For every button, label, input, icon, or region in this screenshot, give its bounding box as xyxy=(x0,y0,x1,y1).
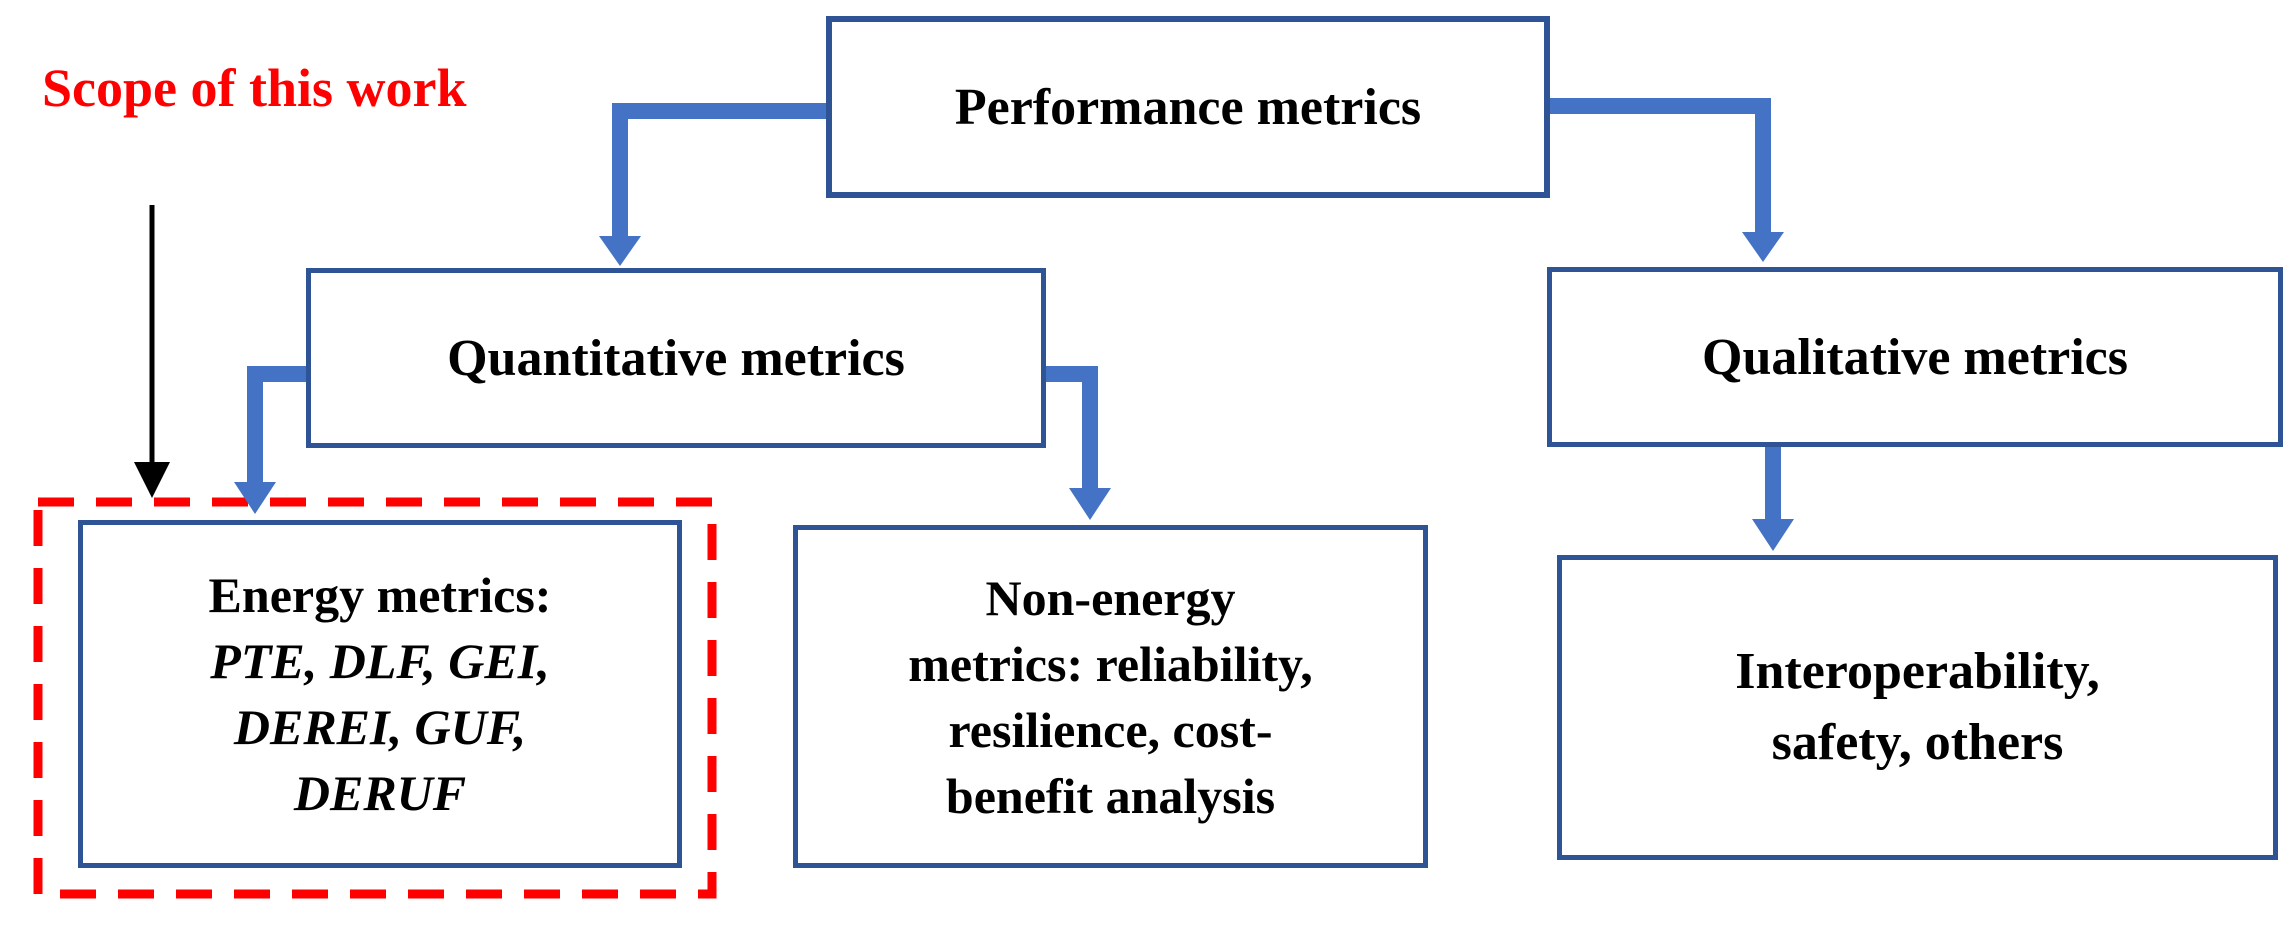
node-interoperability: Interoperability, safety, others xyxy=(1557,555,2278,860)
arrowhead-down-icon xyxy=(1742,232,1784,262)
connector-qualitative-interoperability xyxy=(1752,447,1794,551)
energy-metrics-line-1: PTE, DLF, GEI, xyxy=(210,633,550,689)
connector-performance-quantitative xyxy=(599,103,826,266)
connector-quantitative-energy xyxy=(234,366,306,514)
node-title: Performance metrics xyxy=(954,78,1422,136)
arrowhead-down-icon xyxy=(1069,488,1111,520)
energy-metrics-line-2: DEREI, GUF, xyxy=(233,699,527,755)
arrowhead-down-icon xyxy=(599,236,641,266)
non-energy-line-4: benefit analysis xyxy=(945,767,1276,824)
node-qualitative-metrics: Qualitative metrics xyxy=(1547,267,2283,447)
connector-performance-qualitative xyxy=(1550,98,1784,262)
interoperability-line-1: Interoperability, xyxy=(1735,643,2100,701)
non-energy-line-1: Non-energy xyxy=(985,569,1236,626)
node-quantitative-metrics: Quantitative metrics xyxy=(306,268,1046,448)
node-energy-metrics: Energy metrics: PTE, DLF, GEI, DEREI, GU… xyxy=(78,520,682,868)
energy-heading: Energy metrics: xyxy=(208,567,552,623)
connector-elbow xyxy=(247,366,306,484)
arrowhead-down-icon xyxy=(1752,519,1794,551)
arrowhead-down-icon xyxy=(234,482,276,514)
connector-elbow xyxy=(1550,98,1771,234)
scope-note-line-2: this work xyxy=(248,58,467,118)
energy-metrics-line-3: DERUF xyxy=(293,765,467,821)
scope-arrowhead-icon xyxy=(134,462,170,498)
scope-note-line-1: Scope of xyxy=(42,58,236,118)
node-performance-metrics: Performance metrics xyxy=(826,16,1550,198)
connector-quantitative-non-energy xyxy=(1046,366,1111,520)
node-title: Qualitative metrics xyxy=(1702,328,2128,386)
scope-arrow xyxy=(134,205,170,498)
node-non-energy-metrics: Non-energy metrics: reliability, resilie… xyxy=(793,525,1428,868)
scope-note-label: Scope of this work xyxy=(42,52,467,125)
node-title: Quantitative metrics xyxy=(447,329,905,387)
non-energy-line-2: metrics: reliability, xyxy=(908,635,1313,692)
non-energy-line-3: resilience, cost- xyxy=(948,701,1273,758)
connector-elbow xyxy=(1046,366,1098,490)
interoperability-line-2: safety, others xyxy=(1771,713,2064,771)
connector-elbow xyxy=(612,103,826,238)
